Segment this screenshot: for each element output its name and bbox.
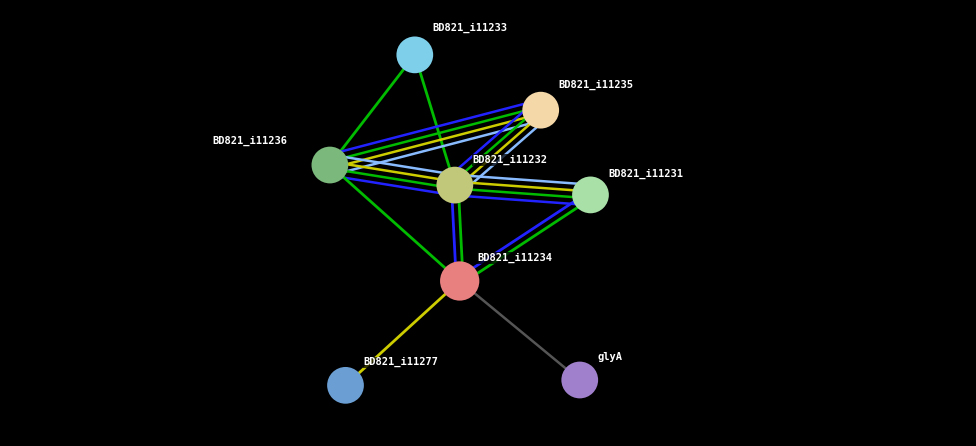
Point bbox=[583, 191, 598, 198]
Point bbox=[322, 161, 338, 169]
Point bbox=[407, 51, 423, 58]
Text: BD821_i11277: BD821_i11277 bbox=[363, 357, 438, 368]
Text: BD821_i11232: BD821_i11232 bbox=[472, 155, 548, 165]
Point bbox=[452, 277, 468, 285]
Text: BD821_i11236: BD821_i11236 bbox=[213, 136, 288, 146]
Point bbox=[533, 107, 549, 114]
Text: BD821_i11235: BD821_i11235 bbox=[558, 80, 633, 90]
Text: BD821_i11233: BD821_i11233 bbox=[432, 22, 508, 33]
Text: glyA: glyA bbox=[597, 352, 623, 362]
Point bbox=[447, 182, 463, 189]
Point bbox=[572, 376, 588, 384]
Point bbox=[338, 382, 353, 389]
Text: BD821_i11231: BD821_i11231 bbox=[608, 169, 683, 179]
Text: BD821_i11234: BD821_i11234 bbox=[477, 253, 552, 263]
